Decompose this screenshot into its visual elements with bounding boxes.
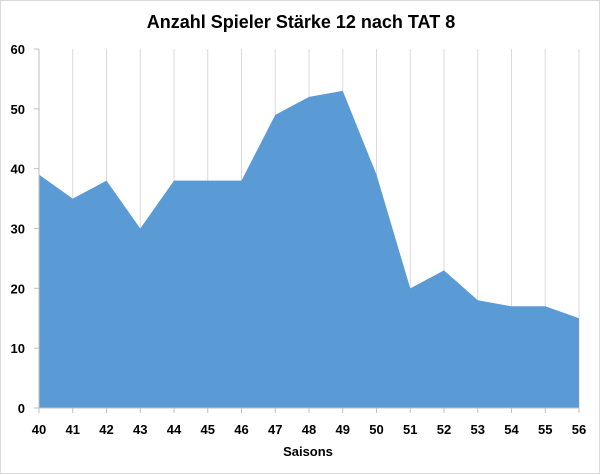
x-tick-label-51: 51: [403, 422, 417, 437]
x-tick-label-43: 43: [133, 422, 147, 437]
x-tick-label-46: 46: [234, 422, 248, 437]
x-tick-label-53: 53: [471, 422, 485, 437]
x-tick-label-52: 52: [437, 422, 451, 437]
x-tick-label-49: 49: [336, 422, 350, 437]
y-tick-label-30: 30: [11, 222, 25, 237]
x-axis-ticks: 40 41 42 43 44 45 46 47 48 49 50 51 52 53 54 55 56: [32, 408, 586, 437]
x-axis-label: Saisons: [283, 444, 333, 459]
x-tick-label-40: 40: [32, 422, 46, 437]
x-tick-label-47: 47: [268, 422, 282, 437]
y-tick-label-20: 20: [11, 281, 25, 296]
x-tick-label-41: 41: [66, 422, 80, 437]
x-tick-label-45: 45: [201, 422, 215, 437]
y-tick-label-40: 40: [11, 162, 25, 177]
chart-title: Anzahl Spieler Stärke 12 nach TAT 8: [147, 12, 455, 32]
y-axis-ticks: 0 10 20 30 40 50 60: [11, 42, 39, 416]
y-tick-label-50: 50: [11, 102, 25, 117]
x-tick-label-42: 42: [99, 422, 113, 437]
area-series: [39, 90, 579, 408]
x-tick-label-44: 44: [167, 422, 182, 437]
y-tick-label-0: 0: [18, 401, 25, 416]
y-tick-label-10: 10: [11, 341, 25, 356]
y-tick-label-60: 60: [11, 42, 25, 57]
x-tick-label-50: 50: [369, 422, 383, 437]
x-tick-label-48: 48: [302, 422, 316, 437]
x-tick-label-55: 55: [538, 422, 552, 437]
x-tick-label-56: 56: [572, 422, 586, 437]
x-tick-label-54: 54: [504, 422, 519, 437]
